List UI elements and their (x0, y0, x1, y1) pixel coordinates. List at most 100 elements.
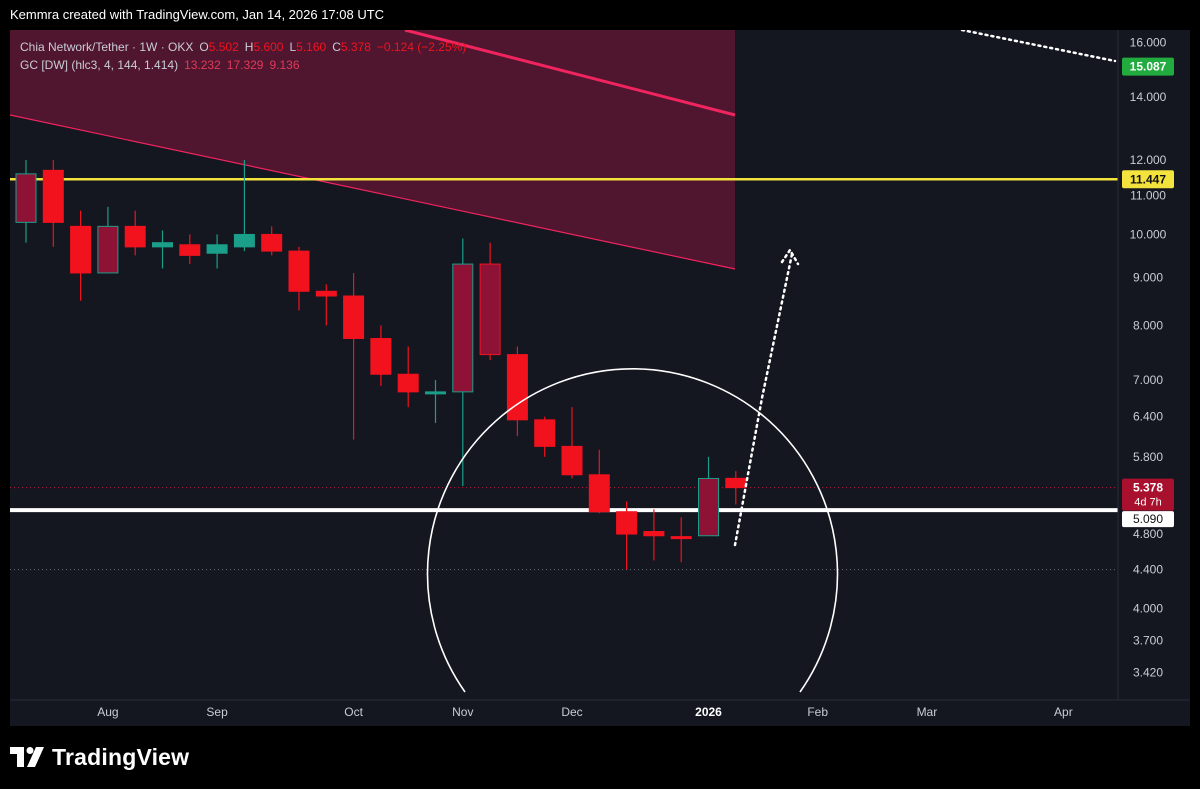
y-tick-label: 16.000 (1130, 36, 1167, 50)
price-badge-resistance: 11.447 (1122, 170, 1174, 189)
x-tick-label: Feb (807, 705, 828, 719)
candle (479, 242, 501, 361)
x-tick-label: Oct (344, 705, 363, 719)
price-badge-last-bg (1122, 478, 1174, 511)
price-badge-resistance-bg (1122, 170, 1174, 189)
price-badge-last: 5.378 4d 7h (1122, 478, 1174, 511)
upper-dotted-target (960, 28, 1117, 63)
candle-body (616, 511, 638, 535)
x-tick-label: Nov (452, 705, 473, 719)
candle-body (124, 225, 146, 248)
candle-body (670, 536, 692, 540)
x-tick-label: Dec (561, 705, 582, 719)
candle (370, 325, 392, 386)
candle-body (343, 295, 365, 339)
y-tick-label: 12.000 (1130, 153, 1167, 167)
candle-body (288, 250, 310, 292)
price-badge-green: 15.087 (1122, 57, 1174, 76)
projected-path-dotted (733, 252, 794, 547)
candle (152, 230, 173, 269)
candle (534, 416, 556, 457)
footer (0, 726, 1200, 789)
candle (97, 206, 119, 274)
candle (670, 517, 692, 563)
candle-body (206, 244, 228, 254)
y-tick-label: 14.000 (1130, 90, 1167, 104)
y-tick-label: 10.000 (1130, 227, 1167, 241)
price-badge-resistance-text: 11.447 (1130, 172, 1166, 186)
y-tick-label: 5.800 (1133, 450, 1163, 464)
candle-body (479, 263, 501, 356)
x-tick-label: Sep (206, 705, 228, 719)
x-tick-label: 2026 (695, 705, 722, 719)
y-tick-label: 3.420 (1133, 665, 1163, 679)
price-badge-support-bg (1122, 511, 1174, 528)
y-tick-label: 9.000 (1133, 270, 1163, 284)
candle (643, 509, 665, 561)
channel-zone (10, 30, 735, 269)
candle (288, 246, 310, 311)
candle-body (397, 373, 419, 393)
price-badge-support: 5.090 (1122, 511, 1174, 528)
candle-body (42, 169, 64, 223)
candle (124, 210, 146, 256)
y-tick-label: 7.000 (1133, 373, 1163, 387)
candle-body (97, 225, 119, 274)
chart-panel[interactable]: 16.000 14.000 12.000 11.000 10.000 9.000 8.000… (9, 28, 1190, 726)
y-tick-label: 11.000 (1130, 189, 1166, 203)
tradingview-logo-icon (10, 747, 44, 767)
channel-lower-line (9, 114, 736, 270)
time-axis (10, 700, 1190, 726)
candle (561, 407, 583, 479)
y-tick-label: 4.800 (1133, 527, 1163, 541)
candle (70, 210, 92, 301)
candle-body (152, 242, 173, 248)
tradingview-logo[interactable]: TradingView (10, 744, 189, 770)
candle-body (698, 477, 719, 537)
candle-body (233, 233, 255, 248)
y-tick-label: 6.400 (1133, 410, 1163, 424)
candle (616, 501, 638, 570)
candle-body (179, 244, 201, 256)
candle (588, 449, 610, 514)
price-badge-green-text: 15.087 (1130, 60, 1167, 74)
legend-symbol[interactable]: Chia Network/Tether · 1W · OKX O5.502 H5.6… (20, 40, 466, 54)
candle-body (261, 233, 283, 252)
candle-body (70, 225, 92, 274)
candle (343, 272, 365, 440)
candle (261, 226, 283, 256)
candle-body (452, 263, 474, 393)
candle-body (561, 445, 583, 476)
channel-upper-line (404, 28, 736, 117)
price-badge-last-text: 5.378 (1133, 481, 1163, 495)
candle (315, 284, 337, 326)
projected-path-arrowhead (780, 247, 800, 266)
attribution-bar: Kemmra created with TradingView.com, Jan… (0, 0, 1200, 30)
y-tick-label: 3.700 (1133, 633, 1163, 647)
candle-body (506, 354, 528, 421)
price-badge-green-bg (1122, 57, 1174, 76)
candle-body (588, 474, 610, 513)
candle (698, 456, 719, 537)
candle-body (15, 173, 37, 223)
candle (452, 238, 474, 486)
x-tick-label: Mar (917, 705, 938, 719)
y-tick-label: 8.000 (1133, 319, 1163, 333)
y-tick-label: 4.000 (1133, 601, 1163, 615)
price-axis (1118, 30, 1190, 726)
candle (206, 234, 228, 269)
candle (506, 346, 528, 437)
price-badge-countdown-text: 4d 7h (1134, 497, 1162, 509)
price-chart[interactable]: 16.000 14.000 12.000 11.000 10.000 9.000 8.000… (9, 28, 1190, 726)
candle-body (425, 391, 446, 395)
candle (425, 380, 446, 424)
candle-body (534, 419, 556, 447)
tradingview-logo-text: TradingView (52, 743, 190, 770)
candle (15, 160, 37, 243)
candle (233, 160, 255, 252)
price-badge-support-text: 5.090 (1133, 512, 1163, 526)
candle-body (643, 531, 665, 537)
candle-body (370, 337, 392, 375)
legend-indicator[interactable]: GC [DW] (hlc3, 4, 144, 1.414) 13.232 17.32… (20, 58, 300, 72)
candle-body (315, 290, 337, 297)
